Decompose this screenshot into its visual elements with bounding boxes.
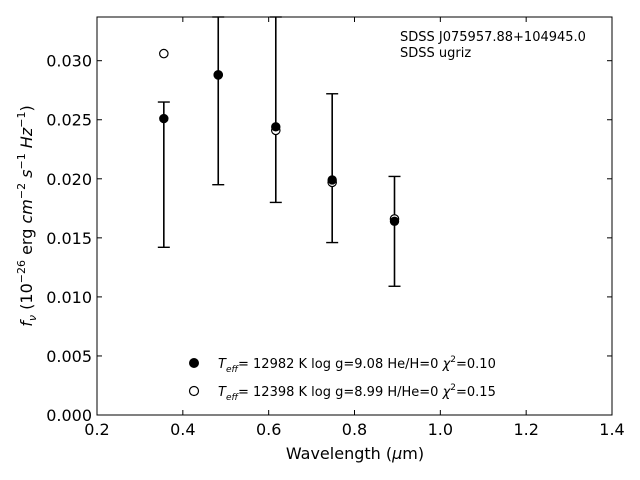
legend: Teff= 12982 K log g=9.08 He/H=0 χ2=0.10 … (188, 355, 496, 403)
y-tick-label: 0.005 (46, 347, 92, 366)
annotation-photometry: SDSS ugriz (400, 46, 471, 61)
x-tick-label: 0.2 (84, 420, 109, 439)
x-axis: 0.2 0.4 0.6 0.8 1.0 1.2 1.4 (84, 17, 625, 439)
data-point-filled (159, 113, 169, 124)
legend-entry-filled: Teff= 12982 K log g=9.08 He/H=0 χ2=0.10 (218, 355, 496, 375)
y-axis: 0.000 0.005 0.010 0.015 0.020 0.025 0.030 (46, 52, 612, 425)
y-tick-label: 0.010 (46, 288, 92, 307)
legend-marker-open (188, 385, 200, 397)
y-tick-label: 0.015 (46, 229, 92, 248)
y-tick-label: 0.020 (46, 170, 92, 189)
y-tick-label: 0.030 (46, 52, 92, 71)
x-axis-label: Wavelength (μm) (286, 444, 424, 463)
y-axis-label: fν (10−26 erg cm−2 s−1 Hz−1) (15, 105, 39, 326)
y-tick-label: 0.025 (46, 111, 92, 130)
y-tick-label: 0.000 (46, 406, 92, 425)
x-tick-label: 1.2 (513, 420, 538, 439)
x-tick-label: 1.4 (599, 420, 624, 439)
data-point-filled (271, 122, 281, 132)
legend-marker-filled (189, 358, 199, 368)
data-point-filled (389, 216, 400, 227)
data-point-open (159, 48, 169, 59)
annotation-object: SDSS J075957.88+104945.0 (400, 30, 586, 45)
annotation-block: SDSS J075957.88+104945.0 SDSS ugriz (400, 30, 586, 61)
x-tick-label: 0.4 (170, 420, 195, 439)
x-tick-label: 1.0 (428, 420, 453, 439)
data-point-filled (327, 175, 337, 185)
data-point-filled (213, 70, 223, 80)
legend-entry-open: Teff= 12398 K log g=8.99 H/He=0 χ2=0.15 (218, 383, 496, 403)
x-tick-label: 0.8 (342, 420, 367, 439)
x-tick-label: 0.6 (256, 420, 281, 439)
